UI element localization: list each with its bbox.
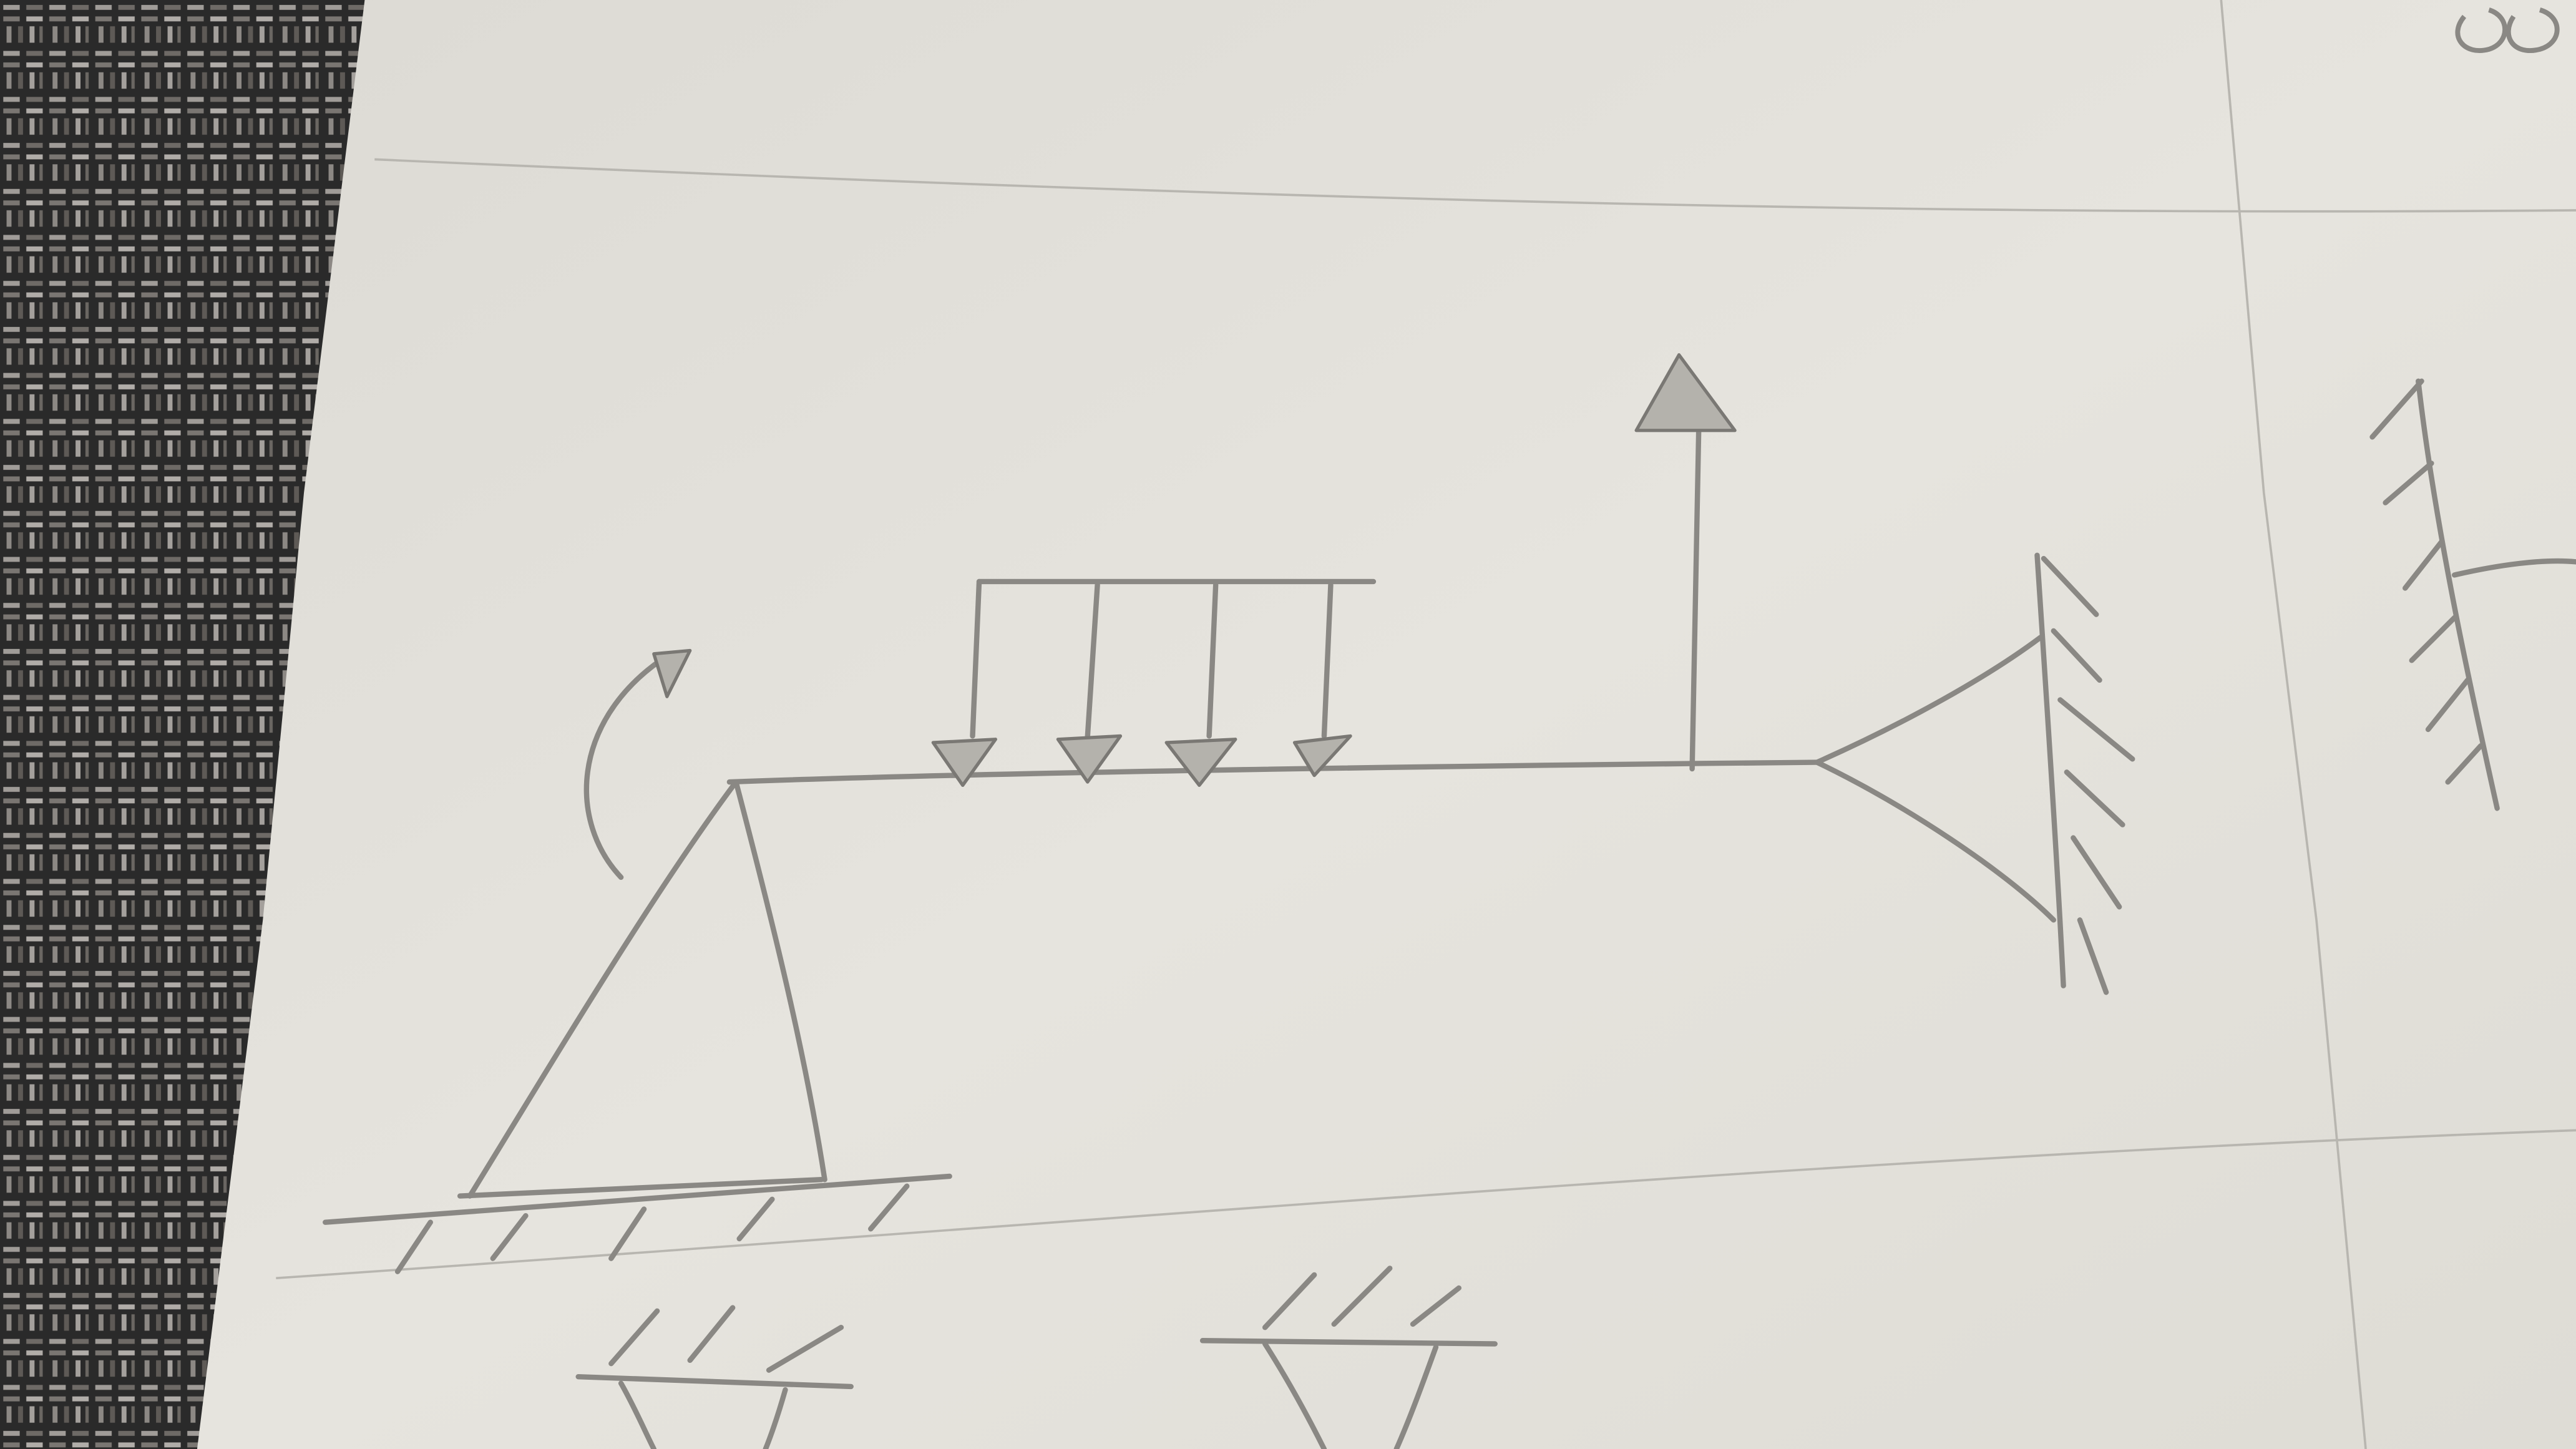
ruled-lines — [276, 0, 2576, 1449]
pin-support-wall-right — [1814, 552, 2135, 995]
point-load-up — [1634, 353, 1737, 772]
corner-doodle — [2455, 7, 2560, 53]
distributed-load — [931, 578, 1377, 788]
moment-arrow — [583, 648, 692, 881]
paper-sheet — [197, 0, 2576, 1449]
horizontal-beam — [726, 759, 1820, 785]
bottom-pin-support-center — [1199, 1266, 1498, 1449]
bottom-pin-support-left — [575, 1305, 854, 1449]
diagram — [323, 353, 2576, 1449]
triangular-truss — [467, 779, 827, 1199]
fixed-ground-support — [323, 1173, 952, 1274]
fixed-wall-far-right — [2369, 378, 2576, 811]
